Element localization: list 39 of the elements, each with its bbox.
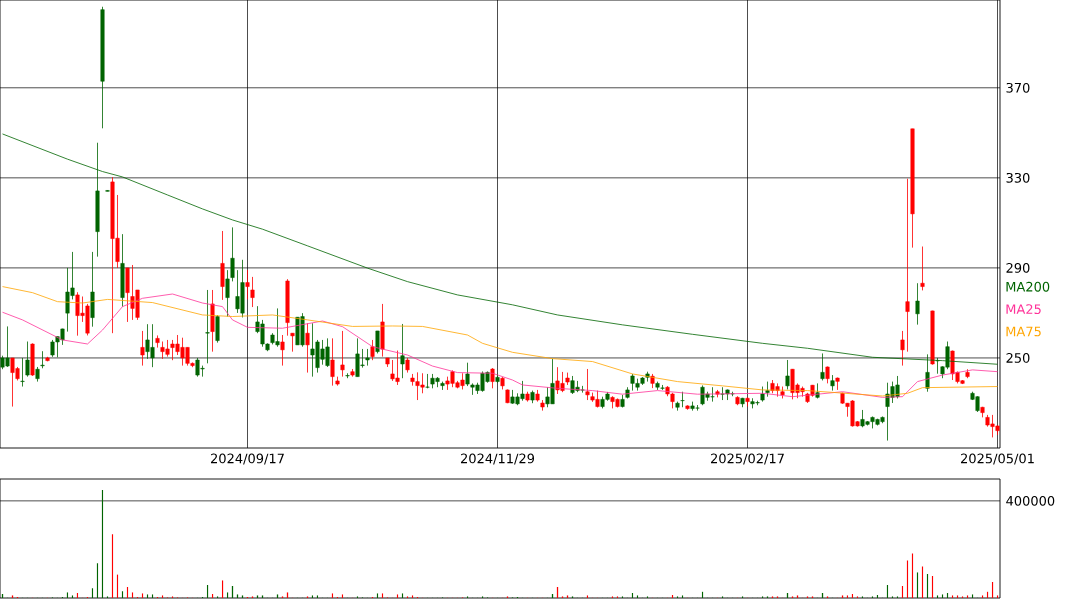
candlestick: [585, 368, 590, 401]
candlestick: [205, 289, 210, 364]
x-tick-label: 2025/02/17: [711, 453, 784, 465]
candlestick: [920, 246, 925, 291]
candlestick: [330, 337, 335, 387]
text: MA75: [1006, 326, 1041, 337]
y-tick-label: 290: [1006, 262, 1030, 273]
candlestick: [425, 373, 430, 389]
x-tick-label: 2024/11/29: [461, 453, 535, 465]
candlestick: [230, 226, 235, 282]
candlestick: [25, 341, 30, 378]
candlestick: [900, 330, 905, 366]
candlestick: [280, 334, 285, 366]
candlestick: [245, 269, 250, 300]
candlestick: [365, 348, 370, 366]
candlestick: [400, 323, 405, 379]
candlestick: [140, 330, 145, 366]
candlestick: [680, 391, 685, 408]
y-tick-label: 250: [1006, 353, 1030, 363]
candlestick: [225, 269, 230, 317]
y-tick-label: 400000: [1006, 495, 1055, 506]
candlestick: [340, 330, 345, 378]
text: MA200: [1006, 281, 1050, 292]
candlestick: [40, 350, 45, 369]
candlestick: [20, 357, 25, 387]
x-tick-label: 2024/09/17: [211, 453, 284, 465]
text: MA25: [1006, 304, 1041, 315]
x-tick-label: 2025/05/01: [961, 453, 1034, 465]
candlestick: [220, 230, 225, 301]
candlestick: [370, 339, 375, 361]
candlestick: [250, 276, 255, 308]
candlestick: [785, 359, 790, 390]
candlestick: [305, 322, 310, 373]
candlestick: [915, 282, 920, 326]
y-tick-label: 330: [1006, 172, 1030, 183]
y-tick-label: 370: [1006, 82, 1030, 93]
candlestick: [290, 332, 295, 353]
candlestick: [905, 178, 910, 353]
candlestick: [820, 353, 825, 381]
